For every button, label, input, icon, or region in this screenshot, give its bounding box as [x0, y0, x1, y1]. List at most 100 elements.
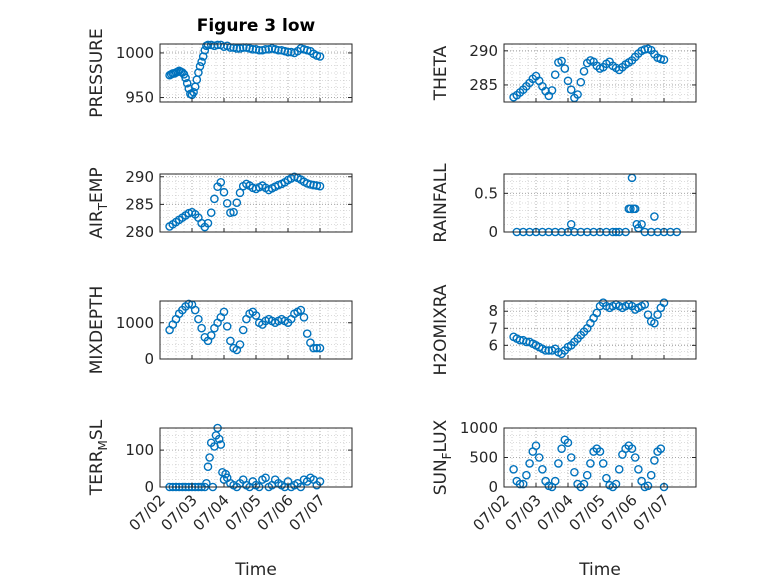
y-axis-label: MIXDEPTH [87, 286, 107, 375]
y-tick-label: 0 [488, 478, 498, 496]
data-point [248, 45, 258, 54]
y-tick-label: 1000 [116, 314, 154, 332]
data-point [184, 299, 194, 309]
subplot-sunflux: 0 500 1000 SUNFLUX [431, 419, 697, 496]
data-point [206, 208, 216, 217]
data-point [586, 459, 595, 468]
data-point [550, 476, 560, 486]
data-point [643, 481, 653, 491]
subplot-mixdepth: 0 1000 MIXDEPTH [87, 286, 353, 375]
data-point [643, 310, 653, 319]
x-tick-label: 07/06 [598, 491, 641, 534]
data-point [315, 52, 325, 61]
x-tick-label: 07/07 [286, 491, 329, 534]
data-point [189, 87, 198, 97]
data-point [634, 464, 643, 474]
data-point [646, 470, 656, 480]
data-point [309, 343, 318, 353]
data-point [659, 298, 669, 308]
data-point [235, 188, 245, 198]
subplot-h2omixra: 678 H2OMIXRA [431, 284, 697, 376]
y-tick-label: 0.5 [474, 184, 498, 202]
data-point [222, 322, 232, 331]
data-point [547, 86, 557, 95]
data-point [229, 207, 238, 217]
y-tick-label: 285 [469, 76, 498, 94]
data-point [582, 470, 592, 480]
data-point [315, 181, 325, 191]
data-point [302, 329, 312, 338]
data-point [261, 45, 270, 54]
data-point [515, 479, 525, 489]
y-axis-label: H2OMIXRA [431, 284, 451, 375]
data-point [182, 78, 192, 88]
data-point [219, 187, 229, 197]
data-point [197, 323, 206, 333]
data-point [254, 45, 264, 55]
data-point [563, 76, 573, 86]
data-point [573, 90, 582, 99]
data-point [238, 325, 248, 335]
data-point [611, 479, 621, 489]
data-point [640, 45, 650, 54]
y-tick-label: 0 [144, 478, 154, 496]
data-point [226, 336, 235, 346]
y-tick-label: 500 [469, 449, 498, 467]
x-axis-label-right: Time [578, 560, 621, 580]
data-point [206, 331, 216, 340]
data-point [195, 62, 205, 71]
x-axis-label-left: Time [234, 560, 277, 580]
y-tick-label: 8 [488, 302, 498, 320]
x-tick-label: 07/07 [630, 491, 673, 534]
data-point [509, 464, 518, 474]
data-point [197, 57, 206, 67]
data-point [554, 459, 563, 468]
figure-title: Figure 3 low [197, 16, 316, 36]
y-axis-label: SUNFLUX [431, 419, 454, 495]
data-point [576, 77, 586, 87]
x-tick-label: 07/05 [566, 491, 609, 534]
data-point [214, 434, 224, 444]
data-point [274, 45, 283, 55]
data-point [557, 56, 566, 66]
x-tick-label: 07/04 [534, 491, 577, 534]
data-point [226, 208, 235, 217]
data-point [541, 346, 550, 355]
y-tick-label: 290 [125, 168, 154, 186]
y-tick-label: 0 [144, 350, 154, 368]
data-point [534, 453, 544, 462]
y-axis-label: THETA [431, 45, 451, 101]
x-tick-label: 07/06 [254, 491, 297, 534]
data-point [650, 456, 659, 465]
data-point [579, 479, 589, 489]
y-axis-label: TERRMSL [87, 419, 110, 496]
data-point [557, 444, 566, 453]
data-point [595, 447, 605, 456]
x-tick-label: 07/05 [222, 491, 265, 534]
data-point [632, 219, 642, 229]
data-point [190, 305, 200, 315]
data-point [566, 453, 576, 462]
data-point [181, 73, 190, 83]
y-axis-label: RAINFALL [431, 163, 451, 243]
data-point [203, 462, 213, 472]
data-point [194, 314, 203, 324]
subplot-theta: 285 290 THETA [431, 42, 697, 103]
data-point [315, 343, 325, 353]
data-point [232, 198, 242, 208]
y-tick-label: 1000 [460, 419, 498, 437]
data-point [579, 66, 589, 76]
data-point [592, 308, 602, 318]
data-point [560, 64, 570, 73]
data-point [205, 453, 214, 462]
data-point [210, 194, 219, 204]
data-point [251, 311, 261, 320]
subplot-pressure: 950 1000 PRESSURE [87, 28, 353, 118]
subplot-rainfall: 0 0.5 RAINFALL [431, 163, 697, 243]
x-tick-label: 07/03 [158, 491, 201, 534]
y-tick-label: 0 [488, 223, 498, 241]
data-point [216, 440, 226, 449]
data-point [630, 204, 640, 214]
